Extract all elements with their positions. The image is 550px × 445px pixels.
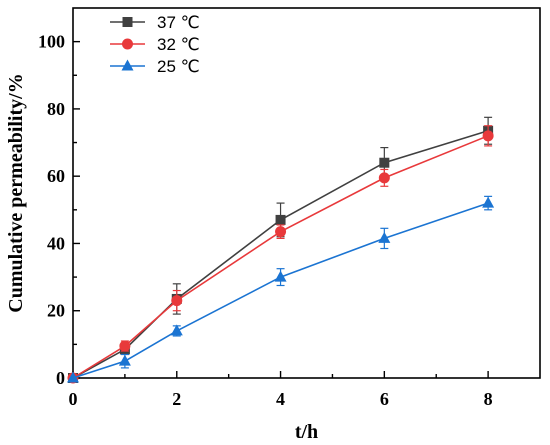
x-tick-label: 2 xyxy=(172,389,181,409)
series-line xyxy=(72,135,489,379)
series-line xyxy=(72,202,489,379)
y-tick-label: 40 xyxy=(47,233,65,253)
data-point xyxy=(67,371,79,383)
x-tick-label: 6 xyxy=(380,389,389,409)
legend-label: 37 ℃ xyxy=(157,13,200,32)
x-tick-label: 8 xyxy=(484,389,493,409)
legend-marker xyxy=(122,17,133,27)
x-tick-label: 4 xyxy=(276,389,285,409)
y-tick-label: 60 xyxy=(47,166,65,186)
data-point xyxy=(482,130,494,142)
x-axis-title: t/h xyxy=(295,421,318,443)
data-point xyxy=(275,226,287,238)
legend-label: 25 ℃ xyxy=(157,57,200,76)
series-2 xyxy=(67,195,495,383)
legend-marker xyxy=(121,59,134,71)
data-point xyxy=(119,340,131,352)
data-point xyxy=(379,157,390,168)
legend-marker xyxy=(122,38,133,50)
x-tick-label: 0 xyxy=(69,389,78,409)
series-line xyxy=(72,130,489,379)
data-point xyxy=(171,295,183,307)
y-tick-label: 100 xyxy=(38,32,65,52)
legend-label: 32 ℃ xyxy=(157,35,200,54)
series-0 xyxy=(68,116,494,383)
data-point xyxy=(274,270,287,282)
data-point xyxy=(378,231,391,243)
data-point xyxy=(378,172,390,184)
y-tick-label: 20 xyxy=(47,301,65,321)
data-point xyxy=(482,196,495,208)
data-point xyxy=(170,324,183,336)
y-axis-title: Cumulative permeability/% xyxy=(5,73,27,312)
data-point xyxy=(118,354,131,366)
series-1 xyxy=(67,125,494,384)
plot-frame xyxy=(72,7,541,379)
data-point xyxy=(275,214,286,225)
legend: 37 ℃ 32 ℃ 25 ℃ xyxy=(110,13,200,76)
y-tick-label: 0 xyxy=(56,368,65,388)
y-tick-label: 80 xyxy=(47,99,65,119)
